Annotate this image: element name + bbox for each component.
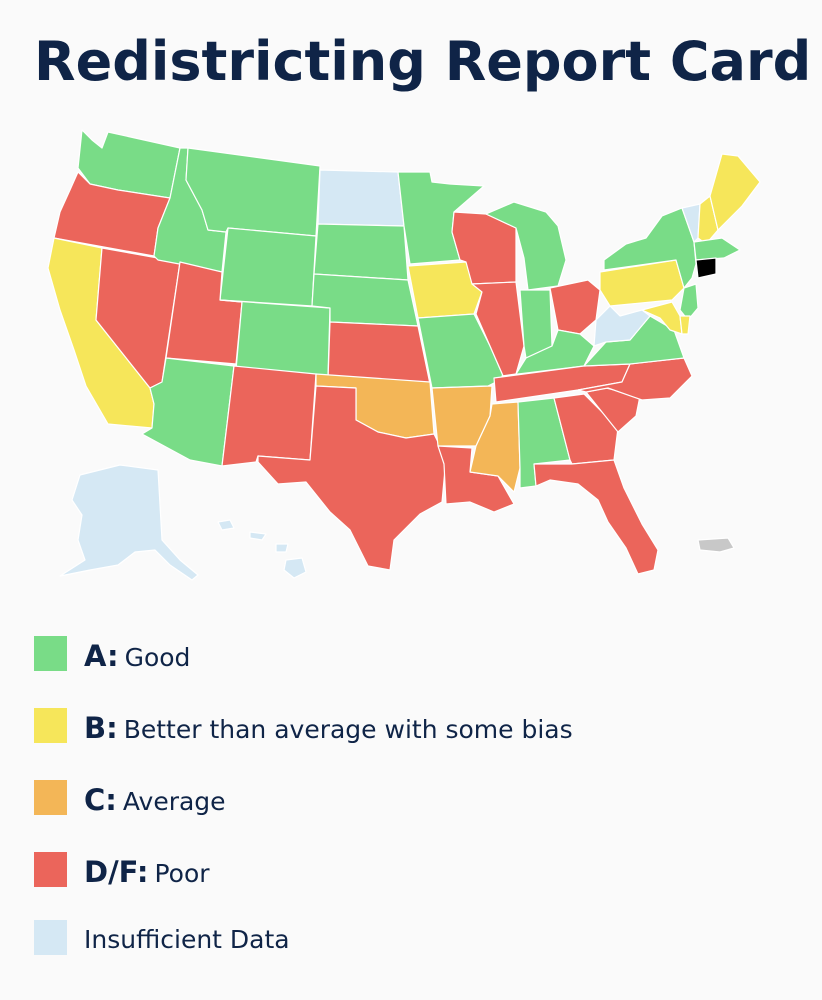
legend-grade-a: A: xyxy=(84,639,119,673)
legend-label-c: C: Average xyxy=(84,780,226,822)
legend-label-b: B: Better than average with some bias xyxy=(84,708,573,750)
state-nc[interactable] xyxy=(577,357,693,401)
legend-swatch-b xyxy=(34,708,67,743)
state-nm[interactable] xyxy=(221,365,317,467)
state-fl[interactable] xyxy=(533,459,659,575)
legend-swatch-insufficient xyxy=(34,920,67,955)
state-nh[interactable] xyxy=(697,195,719,245)
state-ks[interactable] xyxy=(327,321,431,385)
state-nd[interactable] xyxy=(317,169,405,227)
legend-desc-df: Poor xyxy=(154,859,210,888)
us-map-svg xyxy=(47,129,761,581)
state-tx[interactable] xyxy=(257,385,447,571)
state-de[interactable] xyxy=(679,315,691,335)
legend-label-a: A: Good xyxy=(84,636,190,678)
state-nj[interactable] xyxy=(679,283,699,321)
state-ct[interactable] xyxy=(695,257,717,279)
state-hi[interactable] xyxy=(217,519,307,579)
state-sd[interactable] xyxy=(313,223,409,281)
state-mi[interactable] xyxy=(485,201,567,291)
legend-desc-insufficient: Insufficient Data xyxy=(84,925,290,954)
territory-pr[interactable] xyxy=(697,537,735,553)
us-map xyxy=(30,120,790,590)
legend-grade-df: D/F: xyxy=(84,855,149,889)
legend-desc-a: Good xyxy=(124,643,191,672)
legend-label-df: D/F: Poor xyxy=(84,852,210,894)
legend-grade-c: C: xyxy=(84,783,117,817)
state-la[interactable] xyxy=(437,445,515,513)
state-mt[interactable] xyxy=(185,147,321,237)
legend-desc-c: Average xyxy=(122,787,226,816)
state-ma[interactable] xyxy=(693,237,741,261)
legend-swatch-df xyxy=(34,852,67,887)
legend-label-insufficient: Insufficient Data xyxy=(84,920,290,960)
page-title: Redistricting Report Card xyxy=(34,30,812,93)
legend-desc-b: Better than average with some bias xyxy=(123,715,573,744)
state-oh[interactable] xyxy=(549,279,601,335)
state-ak[interactable] xyxy=(59,464,199,581)
legend-grade-b: B: xyxy=(84,711,118,745)
state-me[interactable] xyxy=(709,153,761,231)
state-wv[interactable] xyxy=(593,305,651,347)
legend-swatch-c xyxy=(34,780,67,815)
legend-swatch-a xyxy=(34,636,67,671)
state-wy[interactable] xyxy=(219,227,317,307)
